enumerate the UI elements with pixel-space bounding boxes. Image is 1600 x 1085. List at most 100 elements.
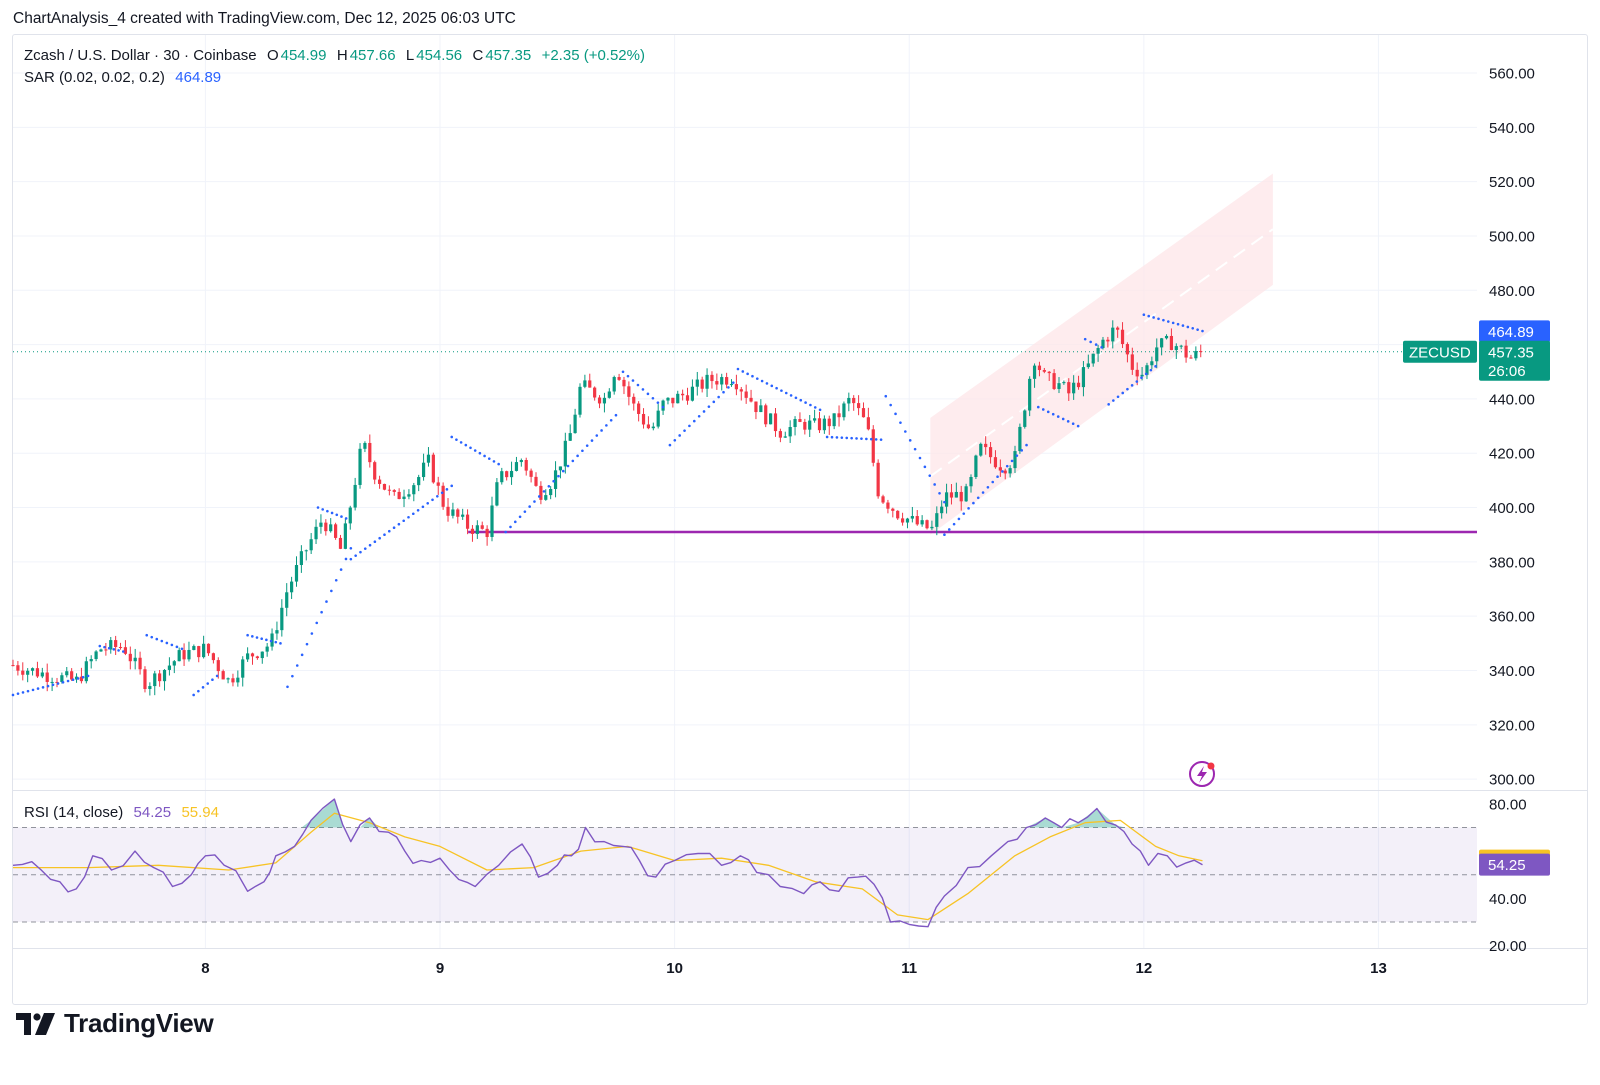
candle-body: [231, 678, 235, 683]
time-axis-label: 10: [666, 960, 683, 977]
candle-body: [544, 495, 548, 500]
candle-body: [798, 419, 802, 422]
sar-dot: [330, 589, 333, 593]
candle-body: [637, 403, 641, 414]
candle-body: [148, 686, 152, 689]
sar-dot: [255, 636, 259, 639]
candle-body: [803, 421, 807, 430]
sar-dot: [1130, 384, 1134, 387]
sar-dot: [513, 520, 517, 524]
candle-body: [817, 418, 822, 431]
sar-dot: [487, 457, 491, 460]
sar-dot: [76, 677, 80, 680]
candle: [832, 413, 836, 430]
candle-body: [910, 516, 914, 519]
candle: [549, 486, 553, 500]
candle: [759, 399, 763, 413]
sar-dot: [547, 484, 551, 488]
price-axis-label: 380.00: [1489, 554, 1535, 571]
candle: [764, 403, 768, 428]
sar-dot: [1076, 424, 1080, 428]
sar-dot: [996, 475, 999, 479]
sar-dot: [1061, 417, 1065, 421]
candle-body: [690, 386, 695, 401]
candle: [167, 657, 172, 676]
candle-body: [84, 661, 88, 682]
candle: [84, 656, 88, 684]
sar-dot: [523, 510, 527, 513]
candle: [197, 645, 201, 663]
lightning-alert-icon[interactable]: [1189, 761, 1215, 787]
candle-body: [573, 414, 577, 434]
candle: [617, 373, 621, 381]
candle-body: [1086, 363, 1090, 368]
candle-body: [109, 640, 113, 650]
high-value: 457.66: [349, 47, 396, 64]
sar-dot: [469, 446, 472, 450]
rsi-value-tag-bg: [1479, 853, 1550, 876]
candle-body: [50, 681, 54, 683]
candle: [866, 407, 870, 431]
sar-dot: [320, 610, 323, 614]
sar-legend[interactable]: SAR (0.02, 0.02, 0.2) 464.89: [24, 69, 223, 86]
sar-dot: [26, 689, 30, 693]
sar-dot: [913, 447, 917, 451]
price-axis-label: 560.00: [1489, 66, 1535, 83]
sar-dot: [492, 460, 496, 463]
candle-body: [671, 397, 675, 404]
candle-body: [695, 379, 699, 387]
candle: [783, 431, 787, 438]
candle-body: [89, 659, 93, 662]
candle-body: [138, 657, 142, 670]
sar-dot: [150, 635, 154, 639]
price-axis-label: 340.00: [1489, 663, 1535, 680]
sar-dot: [780, 389, 783, 392]
candle: [612, 375, 616, 395]
candle-body: [984, 443, 988, 448]
candle: [338, 534, 343, 550]
candle: [1116, 326, 1120, 338]
candle-body: [1091, 353, 1095, 364]
sar-dot: [334, 578, 338, 582]
sar-dot: [1176, 322, 1180, 326]
sar-dot: [286, 685, 289, 689]
candle-body: [1106, 339, 1110, 342]
sar-dot: [325, 600, 328, 603]
chart-frame: [12, 34, 1588, 1005]
sar-dot: [402, 519, 405, 523]
candle-body: [509, 470, 514, 478]
candle-body: [514, 462, 519, 471]
candle: [1169, 328, 1174, 351]
rsi-legend[interactable]: RSI (14, close) 54.25 55.94: [24, 804, 221, 821]
candle-body: [558, 466, 563, 471]
candle-body: [363, 442, 367, 449]
candle-body: [764, 405, 768, 425]
price-axis-label: 480.00: [1489, 283, 1535, 300]
candle-body: [744, 391, 748, 398]
candle-body: [426, 454, 431, 463]
candle-body: [856, 403, 861, 409]
candle-body: [153, 673, 157, 687]
candle-body: [1111, 327, 1115, 342]
candle-body: [1101, 339, 1105, 349]
candle: [236, 670, 240, 687]
candle: [314, 519, 318, 544]
candle-body: [602, 397, 607, 404]
candle: [905, 517, 910, 529]
sar-dot: [61, 680, 65, 684]
sar-dot: [825, 435, 829, 439]
candle-body: [519, 460, 523, 463]
candle: [979, 442, 983, 457]
sar-dot: [31, 688, 35, 692]
candle: [255, 655, 259, 660]
sar-dot: [631, 379, 635, 382]
brand-name: TradingView: [64, 1008, 214, 1038]
candle: [324, 519, 328, 536]
candle-body: [314, 526, 318, 540]
candle: [226, 677, 230, 684]
candle-body: [729, 384, 734, 386]
sar-dot: [707, 405, 711, 408]
symbol-title[interactable]: Zcash / U.S. Dollar · 30 · Coinbase: [24, 47, 257, 64]
candle-body: [759, 405, 763, 413]
